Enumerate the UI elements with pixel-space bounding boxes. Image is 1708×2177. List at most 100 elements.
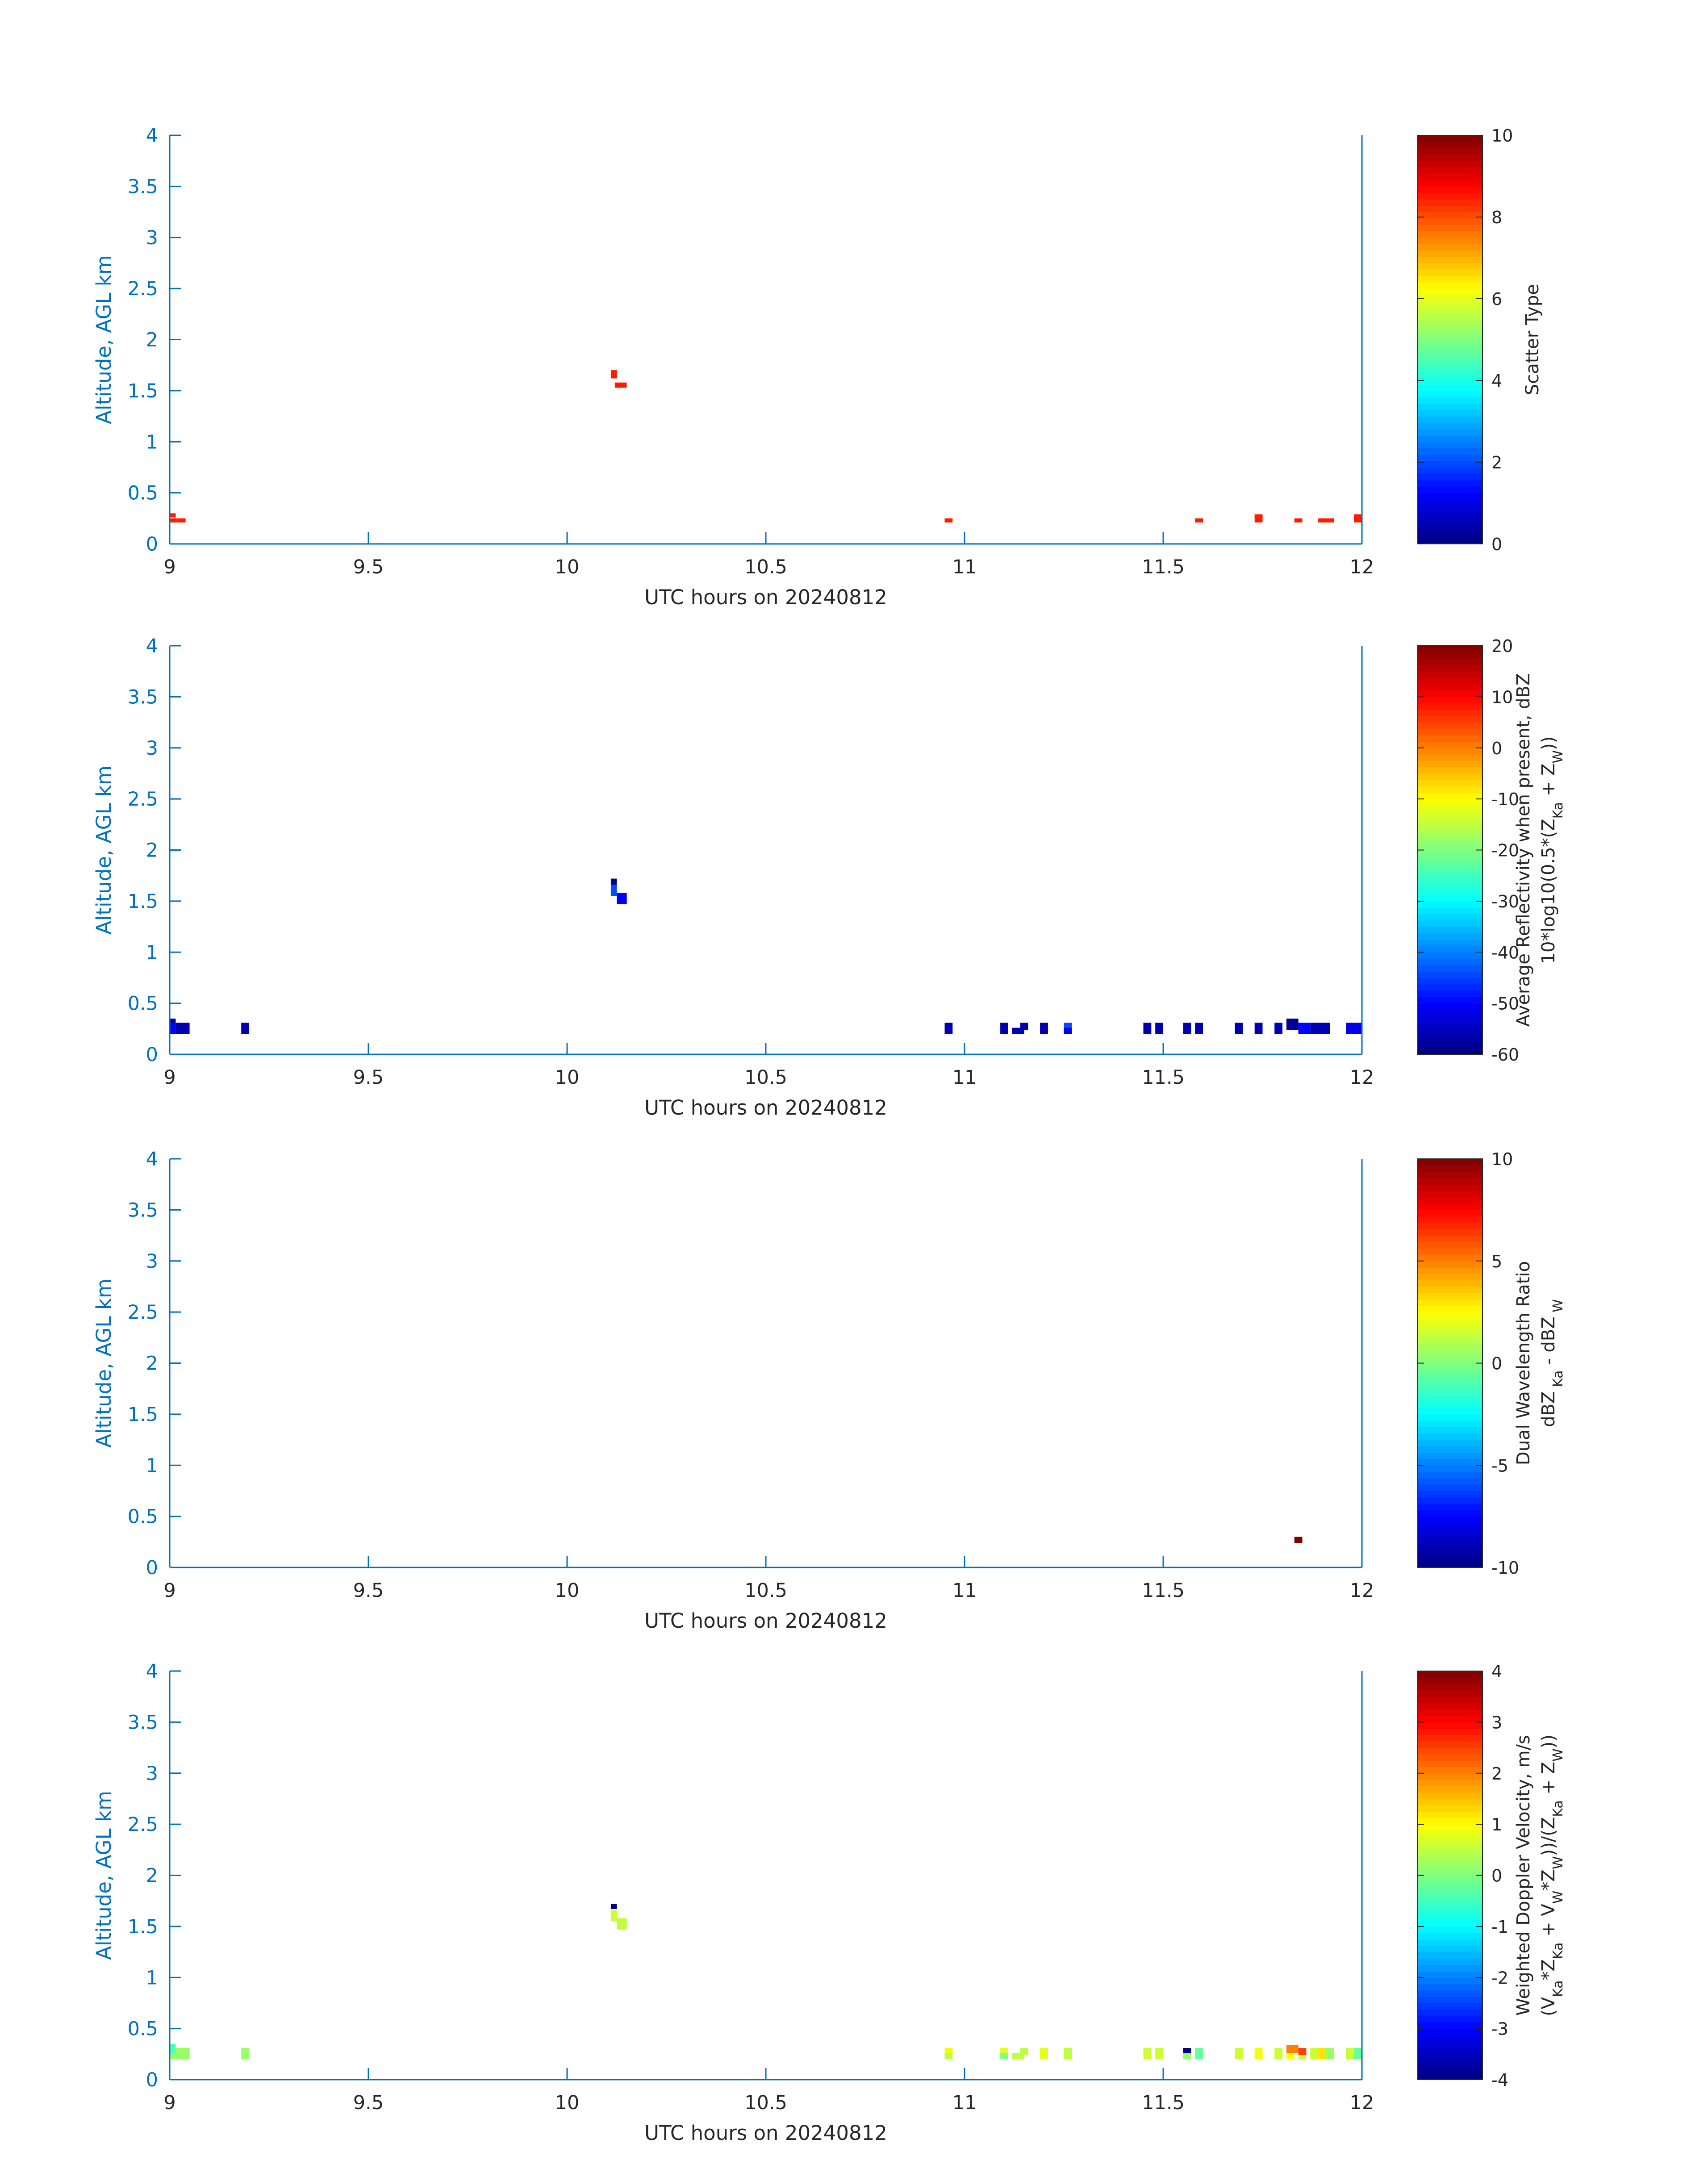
heatmap-cell [944, 518, 953, 522]
colorbar-segment [1418, 1798, 1482, 1805]
x-tick-label: 11 [952, 1066, 977, 1089]
y-tick-label: 3.5 [128, 686, 158, 708]
colorbar-segment [1418, 148, 1482, 155]
colorbar-segment [1418, 792, 1482, 799]
x-tick-label: 11 [952, 2092, 977, 2114]
y-tick-label: 0.5 [128, 2018, 158, 2040]
x-tick-label: 9.5 [353, 2092, 384, 2114]
colorbar-segment [1418, 894, 1482, 902]
y-axis-label: Altitude, AGL km [92, 1279, 116, 1448]
colorbar-segment [1418, 1786, 1482, 1793]
x-tick-label: 10 [555, 1579, 580, 1602]
colorbar-segment [1418, 684, 1482, 691]
colorbar-tick-label: 0 [1491, 1354, 1502, 1374]
colorbar-segment [1418, 1433, 1482, 1440]
colorbar-segment [1418, 914, 1482, 921]
y-axis-label: Altitude, AGL km [92, 1791, 116, 1960]
colorbar-segment [1418, 1274, 1482, 1281]
colorbar-segment [1418, 1159, 1482, 1166]
colorbar-segment [1418, 1535, 1482, 1542]
colorbar-tick-label: 0 [1491, 739, 1502, 758]
colorbar-segment [1418, 371, 1482, 378]
colorbar-segment [1418, 480, 1482, 487]
colorbar-segment [1418, 2067, 1482, 2074]
colorbar-segment [1418, 824, 1482, 832]
x-tick-label: 9 [163, 556, 175, 578]
colorbar-segment [1418, 416, 1482, 423]
colorbar-segment [1418, 1478, 1482, 1485]
colorbar-segment [1418, 882, 1482, 889]
heatmap-cell [175, 2048, 190, 2060]
heatmap-cell [1298, 2055, 1307, 2060]
colorbar-segment [1418, 754, 1482, 761]
colorbar-segment [1418, 2073, 1482, 2080]
colorbar-tick-label: 10 [1491, 126, 1513, 146]
colorbar-segment [1418, 461, 1482, 468]
heatmap-cell [1155, 1023, 1163, 1034]
colorbar-segment [1418, 844, 1482, 851]
y-tick-label: 4 [146, 1660, 158, 1683]
y-tick-label: 4 [146, 635, 158, 657]
colorbar-segment [1418, 811, 1482, 819]
x-tick-label: 12 [1350, 556, 1374, 578]
colorbar-segment [1418, 1414, 1482, 1421]
colorbar-segment [1418, 1363, 1482, 1370]
heatmap-cell [170, 2053, 176, 2060]
colorbar-segment [1418, 403, 1482, 410]
colorbar-segment [1418, 1446, 1482, 1453]
colorbar-segment [1418, 945, 1482, 953]
colorbar-segment [1418, 1690, 1482, 1697]
x-tick-label: 11.5 [1142, 556, 1185, 578]
heatmap-cell [617, 1918, 627, 1930]
colorbar-segment [1418, 1684, 1482, 1691]
heatmap-cell [1040, 2048, 1048, 2060]
colorbar-segment [1418, 1369, 1482, 1376]
x-tick-label: 11.5 [1142, 2092, 1185, 2114]
y-tick-label: 4 [146, 125, 158, 147]
colorbar-label: dBZ Ka - dBZ W [1538, 1299, 1566, 1427]
colorbar-segment [1418, 1267, 1482, 1274]
colorbar-segment [1418, 1741, 1482, 1748]
colorbar-segment [1418, 301, 1482, 308]
y-tick-label: 2.5 [128, 1813, 158, 1836]
colorbar-segment [1418, 760, 1482, 768]
colorbar-segment [1418, 818, 1482, 825]
heatmap-cell [170, 518, 178, 522]
colorbar-segment [1418, 799, 1482, 806]
colorbar-segment [1418, 1677, 1482, 1684]
heatmap-cell [1346, 1023, 1362, 1034]
colorbar-segment [1418, 2009, 1482, 2016]
heatmap-cells [170, 1904, 1362, 2060]
colorbar-segment [1418, 1824, 1482, 1831]
colorbar-segment [1418, 1561, 1482, 1568]
colorbar-segment [1418, 1881, 1482, 1889]
heatmap-cell [1195, 1023, 1203, 1034]
x-tick-label: 11.5 [1142, 1066, 1185, 1089]
heatmap-cell [610, 885, 617, 896]
heatmap-cell [170, 2043, 176, 2053]
colorbar-segment [1418, 767, 1482, 774]
colorbar-segment [1418, 1440, 1482, 1446]
colorbar-segment [1418, 1216, 1482, 1223]
colorbar-segment [1418, 722, 1482, 729]
x-tick-label: 12 [1350, 1579, 1374, 1602]
colorbar-segment [1418, 269, 1482, 276]
heatmap-cell [1143, 1023, 1152, 1034]
colorbar-segment [1418, 1350, 1482, 1357]
colorbar-segment [1418, 161, 1482, 168]
colorbar-segment [1418, 1210, 1482, 1217]
colorbar-segment [1418, 1401, 1482, 1408]
colorbar-segment [1418, 1465, 1482, 1472]
colorbar: -4 -3 -2 -1 0 1 2 3 4 Weighted Doppler Velocity, … [1417, 1662, 1566, 2090]
colorbar-segment [1418, 1952, 1482, 1959]
y-axis-label: Altitude, AGL km [92, 255, 116, 424]
colorbar-tick-label: 2 [1491, 453, 1502, 472]
colorbar-segment [1418, 1028, 1482, 1036]
colorbar-tick-label: -60 [1491, 1045, 1519, 1065]
colorbar-segment [1418, 927, 1482, 933]
colorbar-segment [1418, 473, 1482, 481]
colorbar-segment [1418, 646, 1482, 652]
colorbar-segment [1418, 1773, 1482, 1780]
colorbar-segment [1418, 1312, 1482, 1319]
colorbar-segment [1418, 1869, 1482, 1876]
